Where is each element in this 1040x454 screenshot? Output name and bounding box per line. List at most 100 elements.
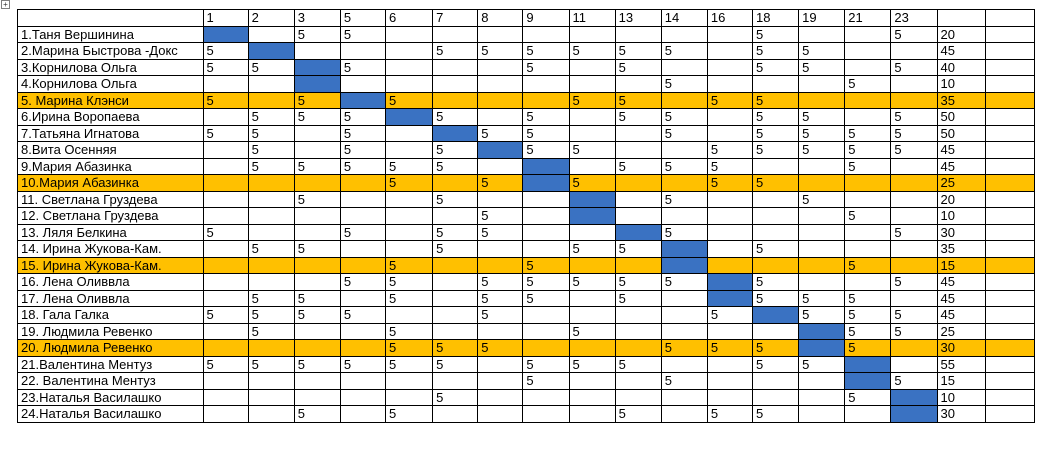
score-cell: 5 [844,157,892,175]
score-cell: 5 [385,355,434,373]
score-cell [477,372,524,390]
score-cell [614,322,662,340]
score-cell: 5 [247,141,295,159]
extra-cell [984,240,1036,258]
header-row: 1 2 3 5 6 7 8 9 11 13 14 16 18 19 21 23 [17,9,1036,27]
score-cell [844,240,892,258]
score-cell [522,306,570,324]
score-cell: 5 [339,25,387,43]
table-row: 4.Корнилова Ольга 5 5 10 [17,75,1036,93]
score-cell [660,207,708,225]
header-cell: 18 [752,9,800,27]
score-cell: 5 [293,190,341,208]
score-cell: 5 [522,124,570,142]
score-cell [477,25,524,43]
table-row: 11. Светлана Груздева 5 5 5 5 20 [17,190,1036,208]
score-cell [890,240,938,258]
score-cell [202,207,249,225]
score-cell [706,240,754,258]
score-cell [660,91,708,109]
score-cell: 5 [339,124,387,142]
score-cell [706,388,754,406]
total-cell: 45 [936,42,986,60]
score-cell [568,190,616,208]
score-cell [202,75,249,93]
participant-name: 23.Наталья Василашко [17,388,204,406]
score-cell [247,223,295,241]
score-cell: 5 [660,75,708,93]
participant-name: 21.Валентина Ментуз [17,355,204,373]
extra-cell [984,207,1036,225]
header-cell: 16 [706,9,754,27]
score-cell: 5 [798,124,846,142]
score-cell [660,322,708,340]
score-cell: 5 [614,42,662,60]
score-cell [385,58,434,76]
score-cell [614,207,662,225]
score-cell [522,339,570,357]
score-cell [706,207,754,225]
participant-name: 11. Светлана Груздева [17,190,204,208]
header-cell: 13 [614,9,662,27]
score-cell [568,223,616,241]
score-cell: 5 [844,388,892,406]
score-cell: 5 [706,306,754,324]
score-cell [202,372,249,390]
score-cell: 5 [752,42,800,60]
total-cell: 20 [936,25,986,43]
score-cell [752,256,800,274]
score-cell: 5 [477,124,524,142]
score-cell [247,25,295,43]
score-cell [752,388,800,406]
score-cell [385,42,434,60]
table-move-handle-icon[interactable]: + [1,0,10,9]
score-cell [890,42,938,60]
score-cell [432,372,479,390]
score-cell [293,141,341,159]
total-cell: 15 [936,256,986,274]
score-cell: 5 [890,273,938,291]
score-cell [202,108,249,126]
score-cell: 5 [752,289,800,307]
score-cell: 5 [477,207,524,225]
table-row: 17. Лена Оливвла 5 5 5 5 5 5 5 5 5 45 [17,289,1036,307]
score-cell: 5 [568,91,616,109]
score-cell: 5 [247,289,295,307]
score-cell [432,75,479,93]
score-cell [660,405,708,423]
score-cell [247,256,295,274]
score-cell [798,372,846,390]
total-cell: 20 [936,190,986,208]
score-cell [293,372,341,390]
score-cell: 5 [660,42,708,60]
score-cell: 5 [432,141,479,159]
score-cell [522,190,570,208]
score-cell [477,322,524,340]
score-cell: 5 [890,58,938,76]
score-cell [522,388,570,406]
score-cell: 5 [614,58,662,76]
score-cell [706,25,754,43]
header-cell: 6 [385,9,434,27]
extra-cell [984,339,1036,357]
score-cell [844,405,892,423]
score-cell [614,256,662,274]
score-cell [706,108,754,126]
score-cell: 5 [293,25,341,43]
participant-name: 20. Людмила Ревенко [17,339,204,357]
score-cell: 5 [614,405,662,423]
participant-name: 10.Мария Абазинка [17,174,204,192]
score-cell: 5 [522,108,570,126]
score-cell: 5 [798,355,846,373]
score-cell [432,306,479,324]
score-cell [247,190,295,208]
score-cell [890,256,938,274]
score-cell [385,141,434,159]
score-cell: 5 [614,240,662,258]
score-cell [522,157,570,175]
score-cell: 5 [202,306,249,324]
score-cell [385,25,434,43]
score-cell [339,174,387,192]
total-cell: 10 [936,207,986,225]
score-cell: 5 [293,91,341,109]
